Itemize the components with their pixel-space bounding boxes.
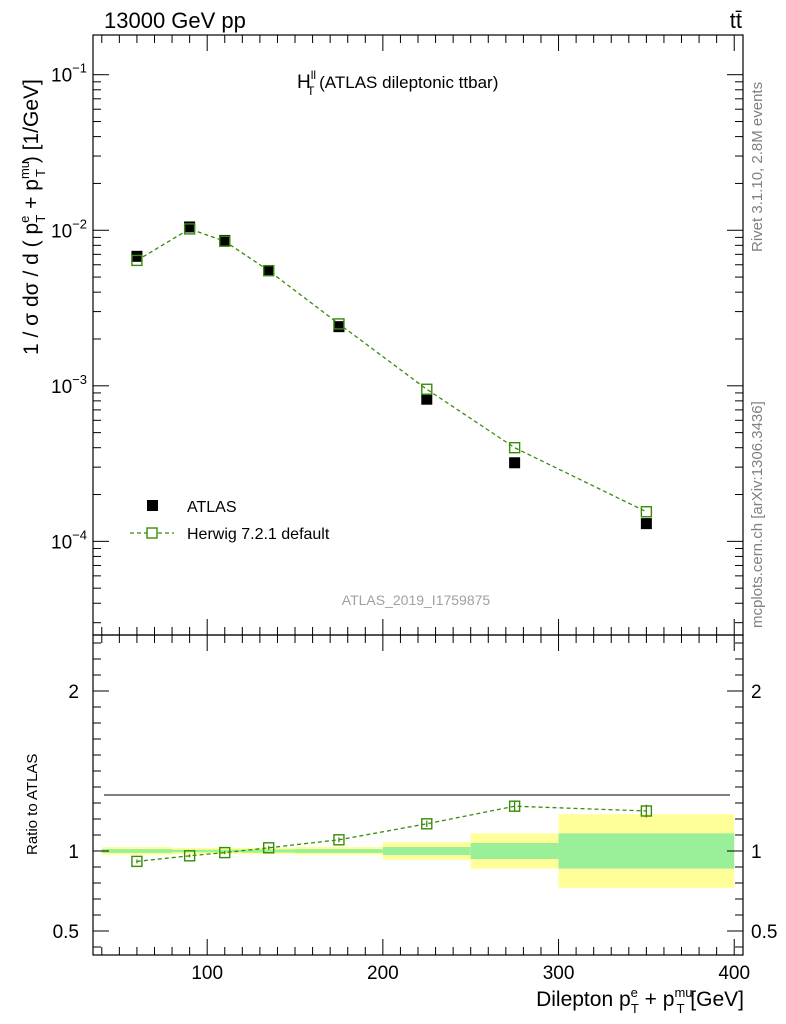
x-tick-label: 400 [718,963,750,984]
ratio-y-tick-label-right: 1 [751,842,762,863]
main-y-tick-label: 10−1 [51,61,87,87]
main-x-ticks [101,35,735,635]
ratio-bands [101,814,735,888]
ratio-y-tick-label: 2 [68,682,79,703]
ratio-y-tick-label: 0.5 [53,922,79,943]
ratio-herwig-point [640,805,653,817]
ratio-herwig-point [421,818,433,830]
herwig-line [136,228,647,513]
x-tick-label: 200 [367,963,399,984]
stat-uncertainty-band [101,849,173,853]
main-panel: 10−1 10−2 10−3 10−4 Hll T (ATLAS dileptonic … [17,34,744,636]
ratio-herwig-point [262,842,275,854]
main-frame [92,34,744,636]
atlas-point [333,321,345,333]
stat-uncertainty-band [295,849,383,853]
main-y-tick-label: 10−3 [51,372,87,398]
ratio-x-axis-label: Dilepton pe T + pmu T [GeV] [536,985,744,1016]
ratio-series [131,800,653,868]
herwig-point [508,442,521,454]
stat-uncertainty-band [558,833,735,869]
stat-uncertainty-band [382,847,471,855]
ratio-y-axis-label: Ratio to ATLAS [24,754,41,855]
herwig-point [333,318,345,330]
legend-herwig-label: Herwig 7.2.1 default [187,526,330,543]
herwig-point [183,223,196,235]
ratio-y-tick-label-right: 2 [751,682,762,703]
legend: ATLAS Herwig 7.2.1 default [130,499,330,543]
atlas-point [184,221,196,233]
ratio-herwig-point [333,834,345,846]
atlas-point [219,234,231,246]
ratio-herwig-line [136,805,647,863]
ratio-y-ticks: 0.5 0.5 1 1 2 2 [53,642,777,948]
legend-atlas-marker [147,500,158,511]
ratio-herwig-point [183,850,196,862]
herwig-point [131,254,143,267]
ratio-herwig-point [131,855,143,868]
legend-herwig-marker [146,527,158,539]
main-y-ticks: 10−1 10−2 10−3 10−4 [51,61,743,624]
analysis-id: ATLAS_2019_I1759875 [342,592,491,608]
ratio-herwig-point [219,846,231,859]
herwig-point [640,506,653,518]
ratio-panel: 0.5 0.5 1 1 2 2 100 200 300 400 Ratio to ATLAS D… [24,634,777,1016]
herwig-point [219,235,231,247]
atlas-point [263,265,275,277]
atlas-point [640,518,652,530]
ratio-y-tick-label: 1 [68,842,79,863]
herwig-point [262,264,275,277]
atlas-point [421,393,433,405]
ratio-y-tick-label-right: 0.5 [751,922,777,943]
atlas-point [131,250,143,262]
main-title: Hll T (ATLAS dileptonic ttbar) [297,68,498,98]
main-y-tick-label: 10−2 [51,216,87,242]
main-series [131,221,653,530]
ratio-herwig-point [508,800,521,812]
main-y-tick-label: 10−4 [51,527,87,553]
legend-atlas-label: ATLAS [187,499,237,516]
x-tick-label: 300 [543,963,575,984]
ratio-frame [92,634,744,956]
herwig-point [421,383,433,395]
atlas-point [509,457,521,469]
main-y-axis-label: 1 / σ dσ / d ( peT + pmuT ) [1/GeV] [17,79,48,355]
stat-uncertainty-band [242,849,296,853]
ratio-x-ticks: 100 200 300 400 [101,635,750,984]
x-tick-label: 100 [191,963,223,984]
rivet-label: Rivet 3.1.10, 2.8M events [749,82,766,252]
energy-label: 13000 GeV pp [104,8,246,33]
stat-uncertainty-band [470,843,559,859]
process-label: tt̄ [730,8,742,33]
mcplots-label: mcplots.cern.ch [arXiv:1306.3436] [749,401,766,628]
